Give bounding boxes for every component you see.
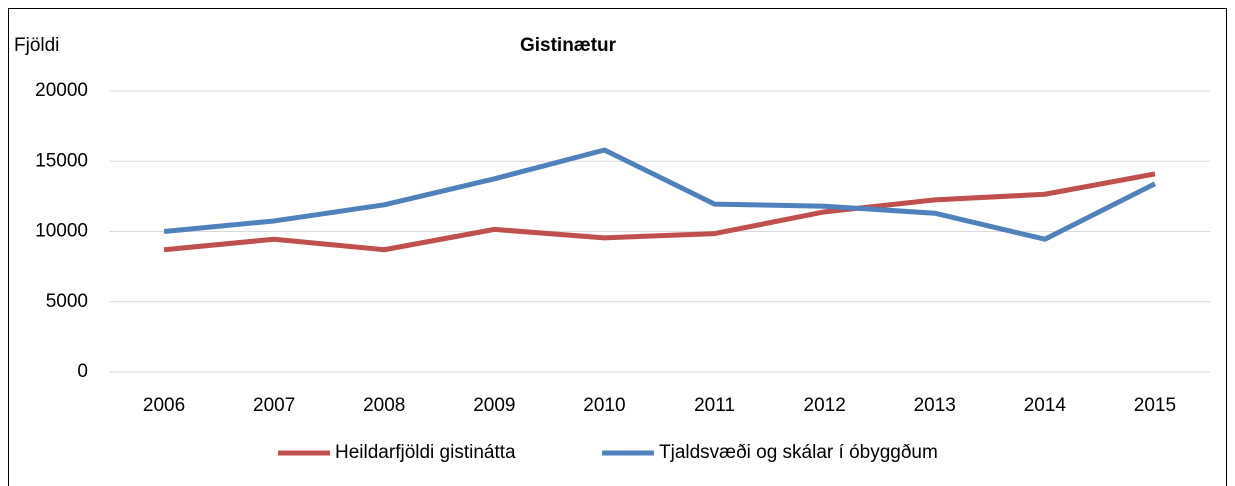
y-tick-label: 10000 [35,221,88,242]
x-tick-label: 2007 [253,395,295,416]
y-tick-label: 20000 [35,80,88,101]
y-tick-label: 15000 [35,150,88,171]
x-tick-label: 2010 [583,395,625,416]
y-tick-label: 0 [77,361,88,382]
chart-title: Gistinætur [520,35,617,56]
legend-label: Tjaldsvæði og skálar í óbyggðum [659,442,938,463]
y-axis-label: Fjöldi [14,35,59,56]
x-tick-label: 2008 [363,395,405,416]
line-series [163,147,1157,242]
legend-label: Heildarfjöldi gistinátta [335,442,516,463]
x-tick-label: 2014 [1024,395,1067,416]
x-tick-label: 2006 [143,395,185,416]
y-tick-label: 5000 [46,291,88,312]
x-tick-label: 2013 [914,395,956,416]
x-tick-label: 2012 [804,395,846,416]
x-tick-label: 2015 [1134,395,1176,416]
line-series [163,171,1156,253]
x-tick-label: 2009 [473,395,515,416]
x-tick-label: 2011 [694,395,735,416]
